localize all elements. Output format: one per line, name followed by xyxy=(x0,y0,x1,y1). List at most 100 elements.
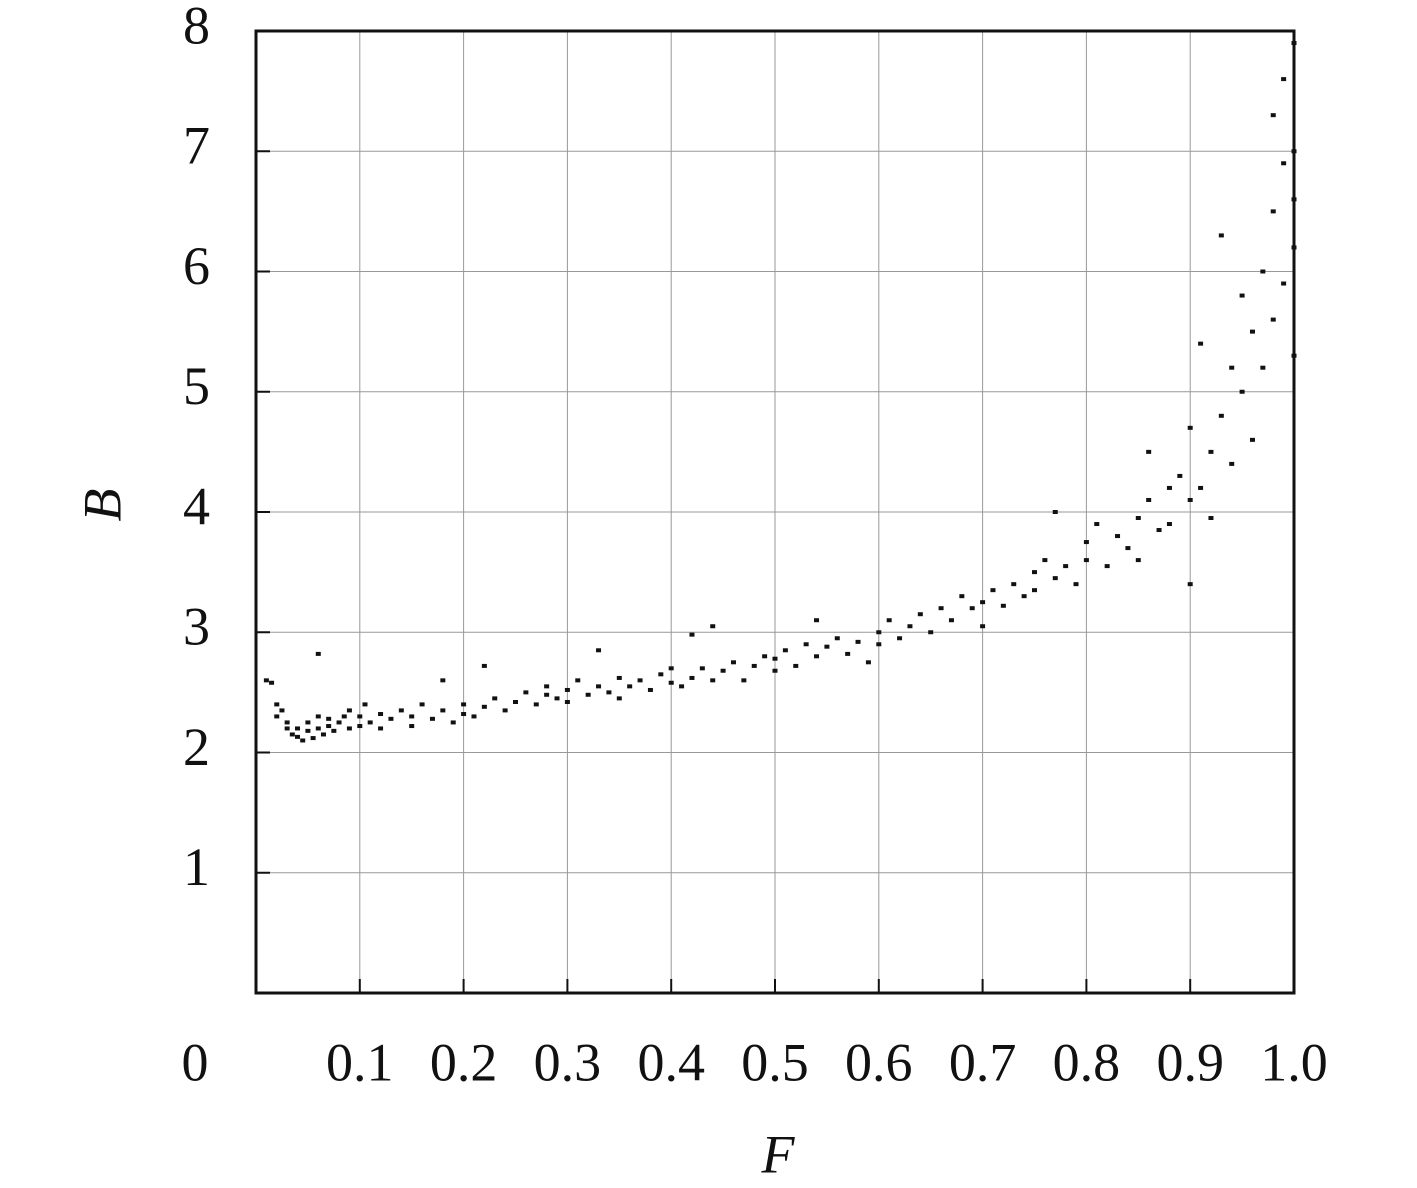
point xyxy=(990,588,996,593)
point xyxy=(679,684,685,689)
point xyxy=(668,666,674,671)
point xyxy=(1166,522,1172,527)
x-tick-label: 0.4 xyxy=(637,1032,705,1092)
x-tick-label: 0.7 xyxy=(949,1032,1017,1092)
point xyxy=(409,714,415,719)
point xyxy=(440,678,446,683)
point xyxy=(1011,582,1017,587)
point xyxy=(1291,245,1297,250)
point xyxy=(481,704,487,709)
point xyxy=(284,726,290,731)
point xyxy=(388,716,394,721)
point xyxy=(1218,413,1224,418)
point xyxy=(627,684,633,689)
point xyxy=(450,720,456,725)
point xyxy=(502,708,508,713)
point xyxy=(492,696,498,701)
y-tick-label: 8 xyxy=(183,0,210,55)
point xyxy=(907,624,913,629)
point xyxy=(1187,497,1193,502)
point xyxy=(1083,558,1089,563)
point xyxy=(564,699,570,704)
point xyxy=(814,654,820,659)
y-axis-label: B xyxy=(72,489,132,522)
point xyxy=(1135,516,1141,521)
point xyxy=(1063,564,1069,569)
point xyxy=(544,692,550,697)
point xyxy=(606,690,612,695)
point xyxy=(481,663,487,668)
point xyxy=(310,736,316,741)
point xyxy=(331,728,337,733)
point xyxy=(357,714,363,719)
point xyxy=(1166,485,1172,490)
y-tick-label: 6 xyxy=(183,236,210,296)
point xyxy=(1291,353,1297,358)
point xyxy=(1115,534,1121,539)
point xyxy=(782,648,788,653)
point xyxy=(269,680,275,685)
point xyxy=(346,708,352,713)
y-tick-label: 7 xyxy=(183,116,210,176)
point xyxy=(616,696,622,701)
point xyxy=(295,726,301,731)
point xyxy=(513,699,518,704)
point xyxy=(741,678,747,683)
point xyxy=(876,630,882,635)
point xyxy=(305,728,311,733)
point xyxy=(699,666,705,671)
point xyxy=(544,684,550,689)
point xyxy=(1239,293,1245,298)
point xyxy=(533,702,539,707)
point xyxy=(1260,269,1266,274)
point xyxy=(668,680,674,685)
point xyxy=(1281,161,1287,166)
point xyxy=(762,654,768,659)
point xyxy=(969,606,975,611)
point xyxy=(398,708,404,713)
point xyxy=(948,618,954,623)
point xyxy=(585,692,591,697)
point xyxy=(274,714,280,719)
point xyxy=(845,651,851,656)
point xyxy=(1229,365,1235,370)
point xyxy=(471,714,477,719)
point xyxy=(689,675,695,680)
point xyxy=(1032,570,1037,575)
point xyxy=(1270,209,1276,214)
point xyxy=(647,687,653,692)
point xyxy=(865,660,871,665)
point xyxy=(362,702,368,707)
point xyxy=(336,720,342,725)
x-tick-label: 0.6 xyxy=(845,1032,913,1092)
point xyxy=(575,678,581,683)
point xyxy=(1146,449,1152,454)
point xyxy=(1032,588,1037,593)
point xyxy=(938,606,944,611)
point xyxy=(1000,603,1006,608)
point xyxy=(917,612,923,617)
point xyxy=(1052,576,1058,581)
point xyxy=(554,696,560,701)
point xyxy=(772,656,778,661)
point xyxy=(1239,389,1245,394)
point xyxy=(1125,546,1131,551)
x-tick-label: 0.1 xyxy=(326,1032,394,1092)
point xyxy=(367,720,373,725)
y-tick-label: 2 xyxy=(183,717,210,777)
point xyxy=(689,632,695,637)
point xyxy=(1291,41,1297,46)
point xyxy=(616,675,622,680)
x-tick-label: 0.8 xyxy=(1053,1032,1121,1092)
point xyxy=(315,714,321,719)
x-tick-label: 1.0 xyxy=(1260,1032,1328,1092)
point xyxy=(461,702,467,707)
point xyxy=(1187,582,1193,587)
point xyxy=(1249,437,1255,442)
point xyxy=(461,712,467,717)
point xyxy=(305,720,311,725)
point xyxy=(1094,522,1100,527)
point xyxy=(315,726,321,731)
point xyxy=(1281,281,1287,286)
point xyxy=(1156,528,1162,533)
